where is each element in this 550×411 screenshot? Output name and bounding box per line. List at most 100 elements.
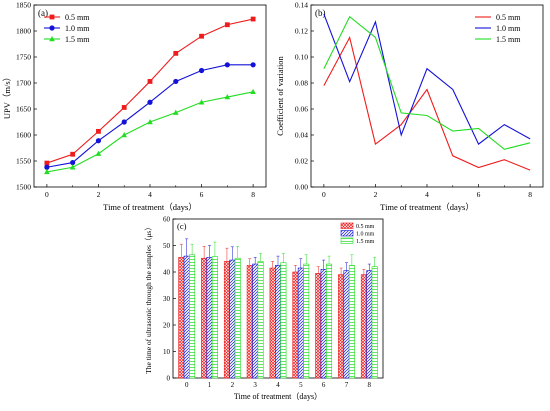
- data-point: [95, 138, 102, 144]
- y-tick-label: 0.00: [295, 183, 308, 192]
- panel-a-upv-chart: 0 2 4 6 8 1500 1550 1600 1650 1700 1750 1800 1850 Tim…: [2, 1, 267, 212]
- data-point: [173, 50, 179, 56]
- bar: [280, 262, 287, 379]
- x-tick-label: 2: [374, 190, 378, 199]
- data-point: [173, 78, 179, 85]
- y-tick-label: 20: [163, 321, 171, 329]
- x-tick-label: 6: [477, 190, 481, 199]
- x-tick-label: 6: [200, 190, 204, 199]
- legend-label: 1.5 mm: [496, 35, 521, 44]
- y-tick-label: 1600: [16, 131, 31, 140]
- bar: [269, 267, 276, 379]
- y-axis-label: UPV（m/s）: [2, 73, 12, 119]
- data-point: [224, 94, 231, 100]
- y-tick-label: 0: [167, 374, 171, 382]
- bar: [343, 270, 350, 379]
- x-axis-label: Time of treatment（days）: [103, 202, 197, 212]
- data-point: [224, 22, 230, 28]
- x-axis-label: Time of treatment（days）: [380, 202, 474, 212]
- data-point: [70, 159, 76, 166]
- data-point: [121, 132, 128, 138]
- x-tick-label: 0: [185, 381, 189, 389]
- bar: [183, 255, 190, 379]
- y-tick-label: 1800: [16, 27, 31, 36]
- legend-swatch: [340, 230, 354, 237]
- bar: [257, 261, 264, 379]
- bar: [211, 256, 218, 379]
- series-line: [323, 35, 531, 171]
- data-point: [147, 99, 153, 105]
- legend-label: 1.0 mm: [65, 24, 90, 33]
- legend-marker: [49, 14, 55, 20]
- y-tick-label: 10: [163, 348, 171, 356]
- data-point: [69, 164, 76, 170]
- y-tick-label: 50: [163, 242, 171, 250]
- x-tick-label: 4: [425, 190, 429, 199]
- y-tick-label: 1500: [16, 183, 31, 192]
- data-point: [199, 33, 204, 39]
- legend-label: 1.5 mm: [65, 35, 90, 44]
- y-tick-label: 1750: [16, 53, 31, 62]
- x-tick-label: 1: [208, 381, 212, 389]
- data-point: [121, 119, 127, 125]
- legend-label: 1.0 mm: [356, 232, 375, 238]
- y-tick-label: 1550: [16, 157, 31, 166]
- bar: [223, 261, 230, 379]
- bar: [206, 257, 213, 379]
- x-tick-label: 8: [368, 381, 372, 389]
- y-tick-label: 0.04: [295, 131, 308, 140]
- bar: [348, 265, 355, 379]
- x-tick-label: 0: [45, 190, 49, 199]
- data-point: [198, 67, 205, 74]
- panel-c-ultrasonic-time-chart: 0 1 2 3 4 5 6 7 8 0 10 20 30 40 50 60 0.5 mm 1.0 mm1.5 mm…: [144, 215, 384, 401]
- x-tick-label: 7: [345, 381, 349, 389]
- data-point: [44, 168, 50, 175]
- data-point: [198, 99, 205, 105]
- bar: [326, 263, 333, 379]
- y-tick-label: 0.06: [295, 105, 308, 114]
- y-tick-label: 1650: [16, 105, 31, 114]
- x-tick-label: 6: [322, 381, 326, 389]
- legend-label: 0.5 mm: [65, 13, 90, 22]
- legend-swatch: [340, 237, 354, 244]
- bar: [229, 259, 236, 379]
- bar: [315, 273, 322, 379]
- bar: [234, 257, 241, 379]
- panel-label: (c): [177, 221, 187, 231]
- data-point: [147, 79, 153, 84]
- x-tick-label: 3: [253, 381, 257, 389]
- y-tick-label: 0.08: [295, 79, 308, 88]
- y-tick-label: 0.02: [295, 157, 308, 166]
- bar: [274, 265, 281, 379]
- data-point: [250, 62, 256, 68]
- x-tick-label: 5: [299, 381, 303, 389]
- bar: [297, 267, 304, 379]
- bar: [366, 270, 373, 379]
- bar: [252, 263, 259, 379]
- data-point: [44, 164, 50, 170]
- legend-marker: [49, 36, 55, 42]
- data-point: [250, 88, 256, 95]
- y-tick-label: 30: [163, 295, 171, 303]
- bar: [246, 265, 253, 379]
- data-point: [224, 62, 230, 68]
- bar: [371, 266, 378, 379]
- y-tick-label: 60: [163, 215, 171, 223]
- data-point: [121, 105, 127, 110]
- x-tick-label: 8: [528, 190, 532, 199]
- x-axis-label: Time of treatment（days）: [234, 392, 322, 401]
- bar: [303, 263, 310, 379]
- data-point: [70, 151, 76, 157]
- legend-marker: [49, 25, 55, 31]
- bar: [292, 271, 299, 379]
- y-tick-label: 1850: [16, 1, 31, 10]
- data-point: [44, 160, 50, 166]
- bar: [178, 257, 185, 379]
- y-tick-label: 0.12: [295, 27, 308, 36]
- bar: [201, 257, 208, 379]
- x-tick-label: 2: [97, 190, 101, 199]
- bar: [320, 269, 327, 379]
- legend-label: 1.5 mm: [356, 239, 375, 245]
- x-tick-label: 4: [148, 190, 152, 199]
